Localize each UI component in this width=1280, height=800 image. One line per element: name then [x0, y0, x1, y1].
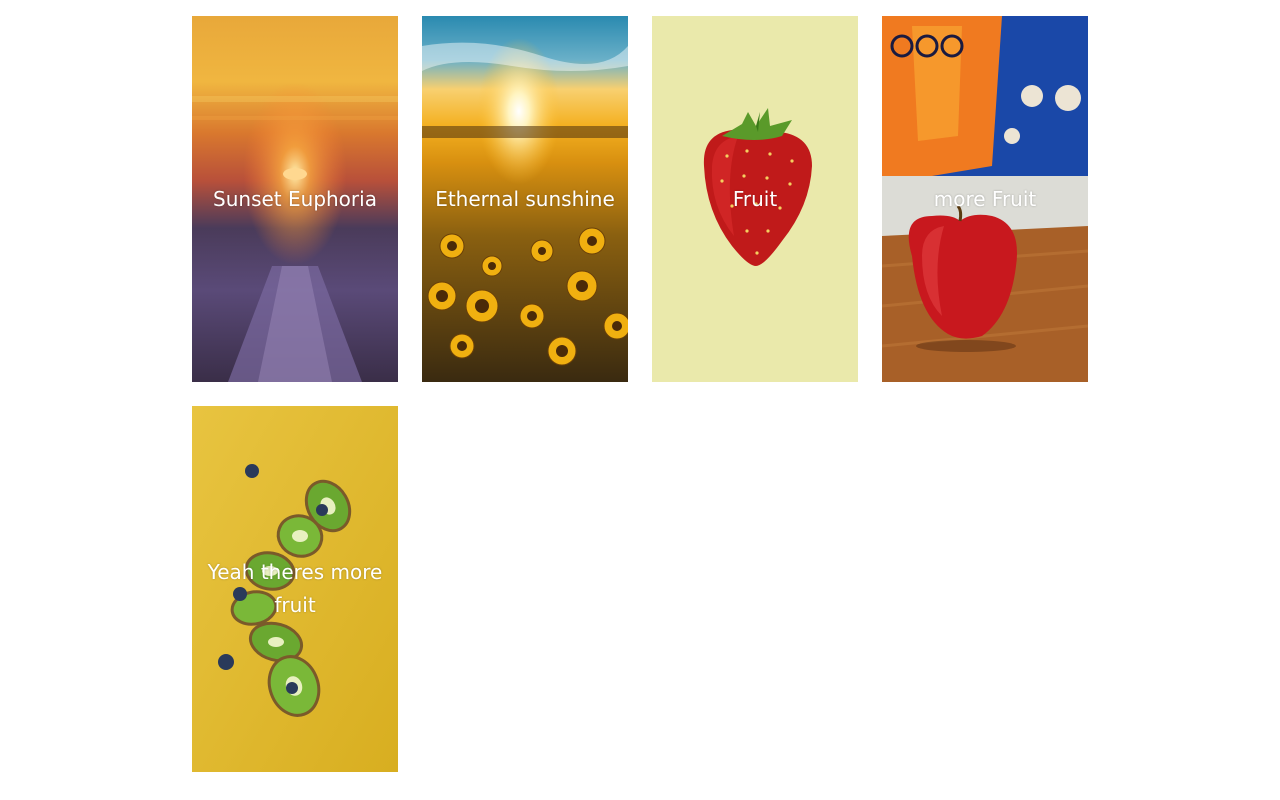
gallery-card-fruit[interactable]: Fruit [652, 16, 858, 382]
card-title: Sunset Euphoria [213, 186, 377, 211]
apple-image [882, 16, 1088, 382]
sunset-pier-image [192, 16, 398, 382]
gallery-card-more-fruit[interactable]: more Fruit [882, 16, 1088, 382]
kiwi-slices-image [192, 406, 398, 772]
card-title: Fruit [732, 186, 778, 211]
sunflower-field-image [422, 16, 628, 382]
gallery-card-yeah-theres-more-fruit[interactable]: Yeah theres more fruit [192, 406, 398, 772]
card-title: Yeah theres more fruit [207, 560, 383, 617]
gallery-card-ethernal-sunshine[interactable]: Ethernal sunshine [422, 16, 628, 382]
gallery-card-sunset-euphoria[interactable]: Sunset Euphoria [192, 16, 398, 382]
strawberry-image [652, 16, 858, 382]
card-title: Ethernal sunshine [435, 186, 615, 211]
image-gallery: Sunset Euphoria [192, 16, 1088, 772]
card-title: more Fruit [933, 186, 1037, 211]
